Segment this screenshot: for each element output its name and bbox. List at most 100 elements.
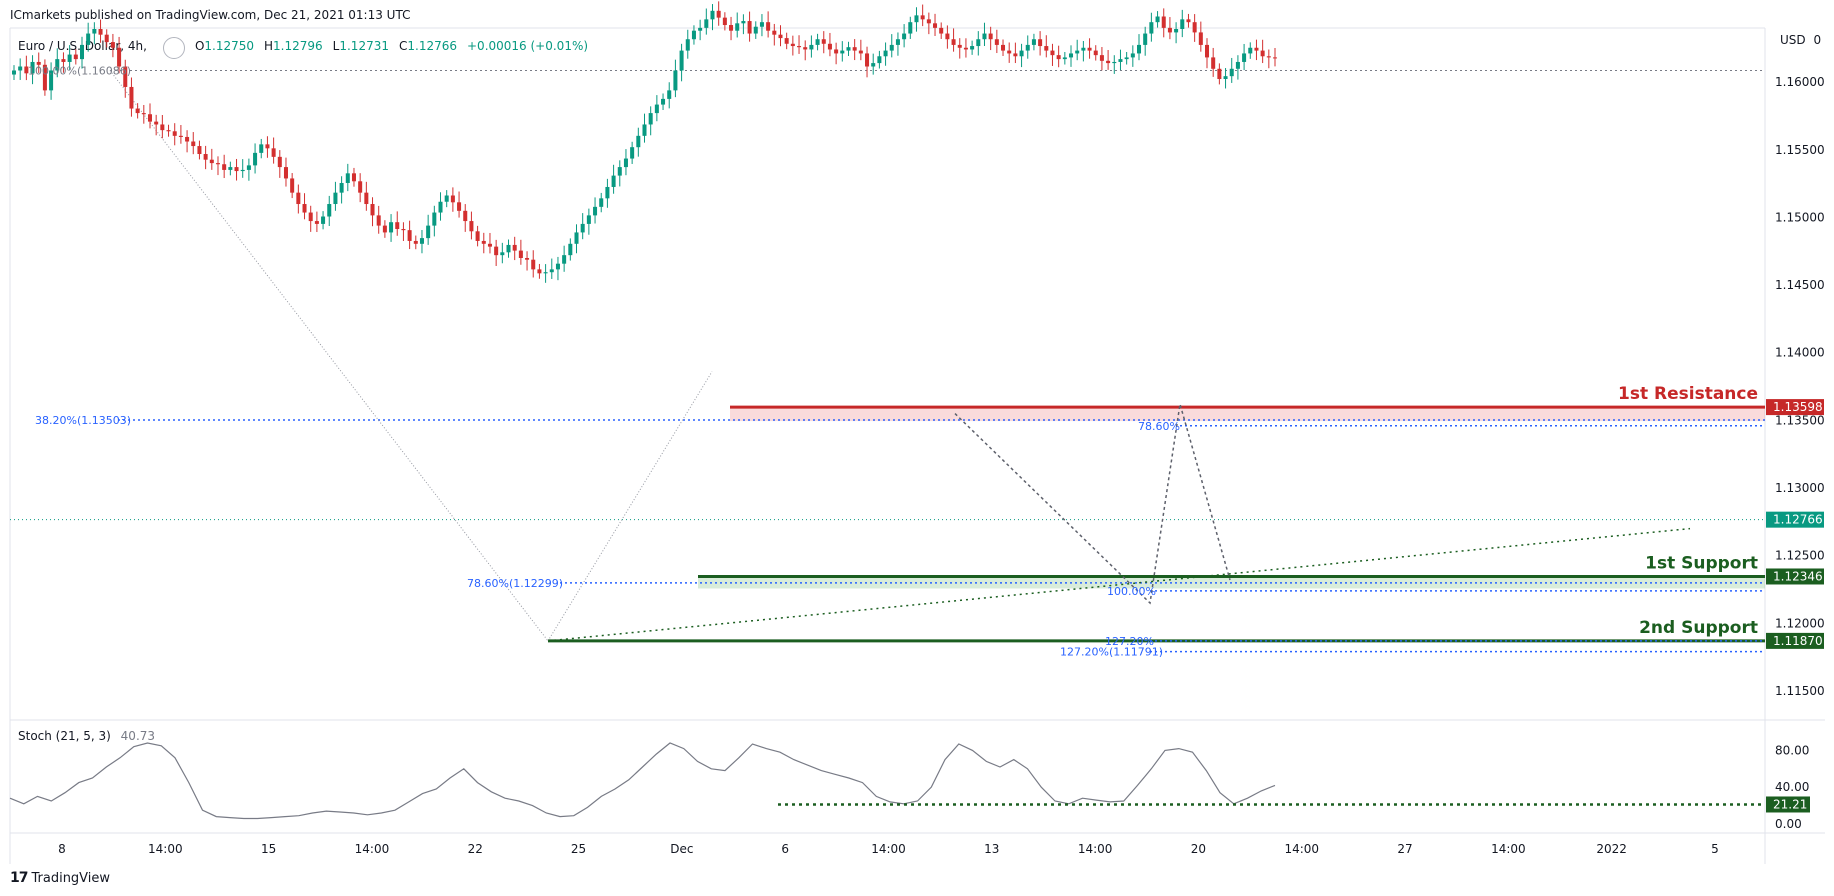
candle-body: [246, 165, 251, 170]
candle-body: [512, 244, 517, 251]
candle-body: [611, 175, 616, 187]
candle-body: [450, 195, 455, 203]
candle-body: [1254, 47, 1259, 51]
candle-body: [24, 66, 29, 74]
price-level-box: [1766, 399, 1824, 416]
candle-body: [395, 222, 400, 230]
candle-body: [543, 272, 548, 274]
candle-body: [117, 47, 122, 67]
stoch-tick-label: 0.00: [1775, 817, 1802, 831]
candle-body: [654, 104, 659, 114]
candle-body: [797, 46, 802, 48]
candle-body: [327, 204, 332, 217]
resistance-annotation: 1st Resistance: [1618, 384, 1758, 404]
stoch-tick-label: 40.00: [1775, 780, 1809, 794]
candle-body: [426, 225, 431, 239]
candle-body: [716, 10, 721, 18]
candle-body: [376, 215, 381, 226]
candle-body: [506, 244, 511, 253]
candle-body: [1143, 33, 1148, 45]
candle-body: [933, 23, 938, 28]
candle-body: [537, 269, 542, 274]
candle-body: [178, 135, 183, 137]
candle-body: [1217, 68, 1222, 80]
candle-body: [605, 186, 610, 199]
candle-body: [1137, 44, 1142, 54]
candle-body: [920, 15, 925, 20]
candle-body: [667, 90, 672, 99]
candle-body: [228, 167, 233, 170]
candle-body: [339, 182, 344, 193]
candle-body: [197, 146, 202, 155]
stoch-level-box: [1766, 796, 1810, 813]
candle-body: [735, 23, 740, 31]
time-tick-label: 27: [1397, 842, 1412, 856]
candle-body: [222, 164, 227, 170]
candle-body: [382, 225, 387, 233]
candle-body: [432, 212, 437, 226]
price-tick-label: 1.13000: [1775, 481, 1825, 495]
candle-body: [438, 201, 443, 213]
candle-body: [277, 156, 282, 168]
candle-body: [889, 44, 894, 51]
candle-body: [679, 50, 684, 71]
candle-body: [698, 27, 703, 31]
candle-body: [1038, 39, 1043, 47]
candle-body: [215, 163, 220, 165]
price-tick-label: 1.16000: [1775, 75, 1825, 89]
candle-body: [518, 250, 523, 258]
candle-body: [790, 43, 795, 47]
candle-body: [1211, 57, 1216, 69]
candle-body: [49, 70, 54, 91]
candle-body: [1266, 56, 1271, 58]
candle-body: [172, 131, 177, 136]
candle-body: [147, 114, 152, 122]
fib-label: 78.60%(1.12299): [467, 577, 563, 590]
candle-body: [1112, 61, 1117, 64]
currency-code: USD: [1780, 33, 1806, 47]
candle-body: [994, 39, 999, 45]
time-tick-label: 2022: [1596, 842, 1627, 856]
candle-body: [358, 181, 363, 193]
candle-body: [902, 33, 907, 40]
candle-body: [865, 53, 870, 67]
candle-body: [1180, 19, 1185, 30]
candle-body: [1242, 53, 1247, 62]
candle-body: [98, 29, 103, 35]
candle-body: [568, 243, 573, 256]
currency-label[interactable]: USD 0: [1780, 33, 1821, 47]
candle-body: [92, 29, 97, 34]
stochastic-legend[interactable]: Stoch (21, 5, 3) 40.73: [18, 729, 155, 743]
candle-body: [55, 59, 60, 71]
chart-labels: 1.12766 1st Resistance 1.13598 1st Support 1…: [28, 64, 1824, 813]
candle-body: [321, 216, 326, 224]
chart-frame: [9, 27, 1825, 864]
stochastic-name: Stoch (21, 5, 3): [18, 729, 111, 743]
candle-body: [574, 232, 579, 244]
time-tick-label: 13: [984, 842, 999, 856]
price-level-label: 1.13598: [1773, 400, 1823, 414]
candle-body: [970, 46, 975, 50]
last-price-label: 1.12766: [1773, 513, 1823, 527]
candle-body: [1155, 16, 1160, 23]
candle-body: [1167, 27, 1172, 33]
candle-body: [129, 86, 134, 109]
candle-body: [67, 54, 72, 62]
candle-body: [191, 141, 196, 147]
candle-body: [525, 258, 530, 260]
candle-body: [401, 229, 406, 231]
candle-body: [1124, 57, 1129, 60]
candle-body: [1093, 50, 1098, 56]
price-level-label: 1.11870: [1773, 634, 1823, 648]
candle-body: [580, 223, 585, 233]
ohlc-high: H1.12796: [264, 39, 323, 53]
candle-body: [283, 167, 288, 179]
resistance-zone: [730, 407, 1765, 422]
candle-body: [1186, 19, 1191, 23]
candle-body: [636, 135, 641, 148]
candle-body: [314, 221, 319, 224]
candle-body: [549, 269, 554, 273]
candle-body: [1075, 50, 1080, 54]
candle-body: [135, 108, 140, 114]
